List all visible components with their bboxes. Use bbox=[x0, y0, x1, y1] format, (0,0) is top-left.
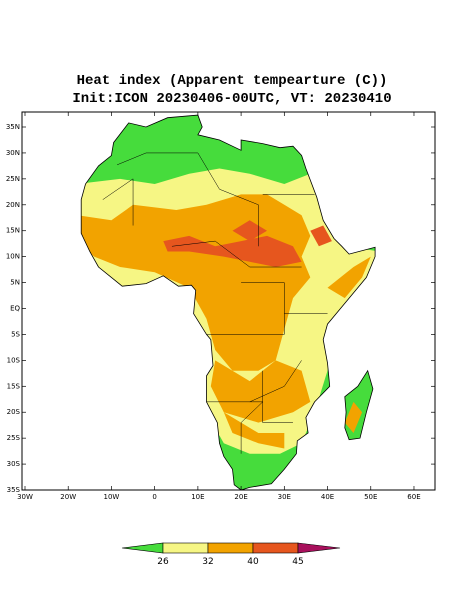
colorbar: 26 32 40 45 bbox=[121, 542, 341, 567]
heat-zone bbox=[210, 360, 311, 423]
lat-label: 25N bbox=[6, 175, 20, 183]
lat-label: 30S bbox=[7, 460, 21, 468]
lat-label: 10S bbox=[7, 356, 21, 364]
lon-label: 40E bbox=[321, 493, 334, 501]
lon-label: 0 bbox=[152, 493, 156, 501]
heat-zone bbox=[310, 225, 332, 247]
lon-label: 60E bbox=[407, 493, 420, 501]
border bbox=[102, 178, 134, 226]
lat-label: 25S bbox=[7, 434, 21, 442]
colorbar-label: 45 bbox=[292, 557, 303, 567]
border bbox=[197, 152, 259, 247]
heat-zone bbox=[344, 401, 363, 433]
heat-zone bbox=[327, 256, 371, 299]
border bbox=[262, 370, 293, 423]
lat-label: 15N bbox=[6, 227, 20, 235]
lon-label: 30E bbox=[278, 493, 291, 501]
map-frame bbox=[21, 111, 436, 491]
lat-label: 5N bbox=[10, 279, 20, 287]
lat-label: 10N bbox=[6, 253, 20, 261]
colorbar-label: 26 bbox=[157, 557, 169, 567]
lon-label: 30W bbox=[17, 493, 33, 501]
subtitle: Init:ICON 20230406-00UTC, VT: 20230410 bbox=[72, 91, 391, 107]
lon-label: 10W bbox=[104, 493, 120, 501]
colorbar-box bbox=[207, 542, 254, 554]
lon-label: 20W bbox=[60, 493, 76, 501]
colorbar-box bbox=[162, 542, 209, 554]
coastline bbox=[80, 114, 376, 490]
lat-label: 15S bbox=[7, 382, 21, 390]
colorbar-label: 40 bbox=[247, 557, 259, 567]
border bbox=[206, 282, 285, 335]
lat-label: 20N bbox=[6, 201, 20, 209]
heat-zone bbox=[163, 235, 302, 267]
lat-label: 20S bbox=[7, 408, 21, 416]
lon-label: 20E bbox=[234, 493, 247, 501]
heat-zone bbox=[223, 412, 285, 449]
colorbar-end bbox=[121, 542, 164, 554]
colorbar-label: 32 bbox=[202, 557, 213, 567]
axis-ticks: 35N 30N 25N 20N 15N 10N 5N EQ 5S 10S 15S 20S 25S 30S 3… bbox=[6, 112, 435, 501]
lat-label: 5S bbox=[11, 330, 20, 338]
lon-label: 10E bbox=[191, 493, 204, 501]
lat-label: EQ bbox=[10, 305, 20, 313]
border bbox=[206, 401, 264, 454]
lat-label: 35N bbox=[6, 123, 20, 131]
title: Heat index (Apparent tempearture (C)) bbox=[77, 73, 388, 89]
heat-zone bbox=[232, 220, 267, 242]
lat-label: 35S bbox=[7, 486, 21, 494]
colorbar-end bbox=[297, 542, 341, 554]
colorbar-box bbox=[252, 542, 299, 554]
border bbox=[249, 360, 302, 403]
lon-label: 50E bbox=[364, 493, 377, 501]
border bbox=[171, 240, 302, 268]
border bbox=[116, 152, 198, 166]
lat-label: 30N bbox=[6, 149, 20, 157]
